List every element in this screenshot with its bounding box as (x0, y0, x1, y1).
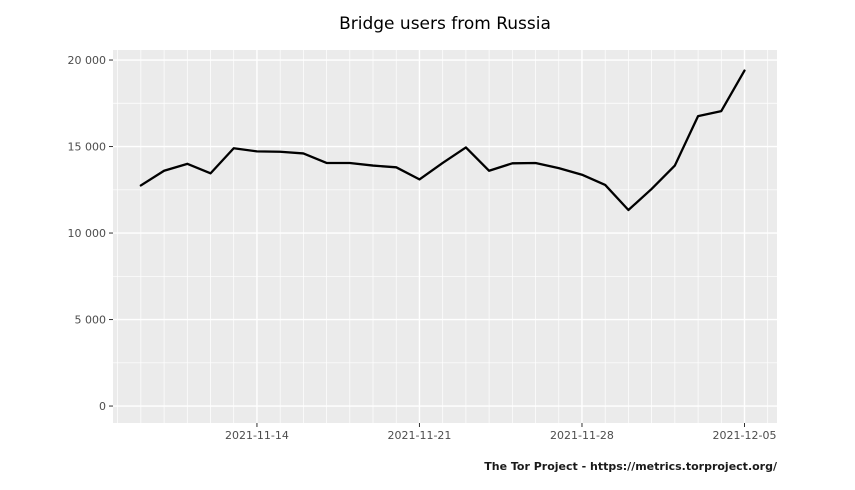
y-axis-tick-label: 0 (99, 400, 106, 413)
x-axis-tick-label: 2021-11-14 (225, 429, 289, 442)
y-axis-tick-label: 5 000 (75, 314, 107, 327)
x-axis-tick-label: 2021-12-05 (713, 429, 777, 442)
data-line (139, 69, 746, 212)
y-axis-tick-label: 10 000 (68, 227, 107, 240)
attribution-text: The Tor Project - https://metrics.torpro… (484, 460, 777, 473)
x-axis-tick-label: 2021-11-21 (387, 429, 451, 442)
y-axis-tick-label: 20 000 (68, 54, 107, 67)
y-axis-tick-label: 15 000 (68, 141, 107, 154)
plot-panel (113, 50, 777, 423)
chart-title: Bridge users from Russia (339, 14, 551, 34)
x-axis-tick-label: 2021-11-28 (550, 429, 614, 442)
